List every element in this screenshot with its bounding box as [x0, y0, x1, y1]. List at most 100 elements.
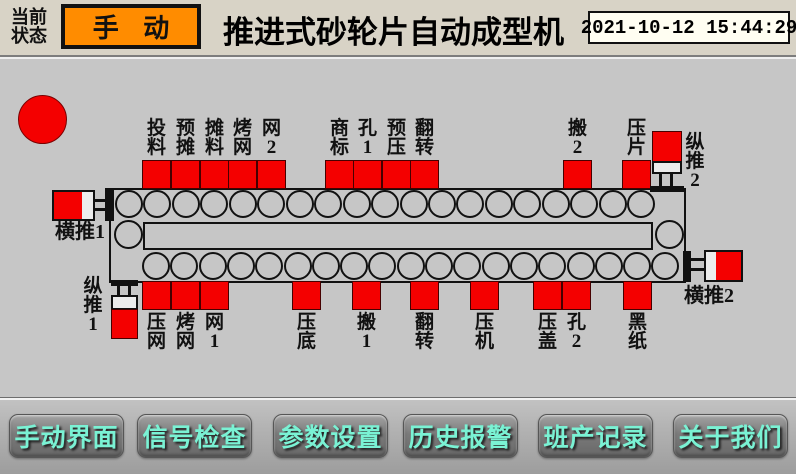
station-block-top-0[interactable] [142, 160, 171, 189]
conveyor-roller [371, 190, 400, 218]
conveyor-roller [541, 190, 570, 218]
station-label-bottom-1: 烤网 [175, 312, 195, 352]
right-vertical-pusher-cylinder [652, 161, 682, 174]
conveyor-roller [170, 252, 199, 280]
station-block-bottom-9[interactable] [623, 281, 652, 310]
nav-button-2[interactable]: 信号检查 [137, 414, 252, 458]
station-label-bottom-6: 压机 [474, 312, 494, 352]
nav-bar [0, 398, 796, 474]
station-label-top-8: 翻转 [414, 118, 434, 158]
right-vertical-pusher-block[interactable] [652, 131, 682, 162]
right-horizontal-pusher-rod [691, 258, 704, 261]
station-block-bottom-6[interactable] [470, 281, 499, 310]
conveyor-center-track [143, 222, 653, 250]
station-block-top-9[interactable] [563, 160, 592, 189]
conveyor-roller [566, 252, 595, 280]
right-horizontal-pusher-mount [683, 251, 691, 282]
station-block-top-5[interactable] [325, 160, 354, 189]
conveyor-roller [425, 252, 453, 280]
station-block-top-7[interactable] [382, 160, 411, 189]
conveyor-roller [143, 190, 172, 218]
station-block-bottom-4[interactable] [352, 281, 381, 310]
conveyor-roller [285, 190, 314, 218]
conveyor-roller [255, 252, 284, 280]
left-horizontal-pusher-label: 横推1 [55, 221, 105, 243]
left-vertical-pusher-mount [111, 280, 138, 286]
station-label-top-5: 商标 [329, 118, 349, 158]
conveyor-roller [513, 190, 542, 218]
station-label-top-3: 烤网 [232, 118, 252, 158]
conveyor-roller [396, 252, 425, 280]
nav-button-6[interactable]: 关于我们 [673, 414, 788, 458]
nav-button-3[interactable]: 参数设置 [273, 414, 388, 458]
page-title: 推进式砂轮片自动成型机 [223, 15, 564, 50]
station-block-bottom-7[interactable] [533, 281, 562, 310]
nav-button-4[interactable]: 历史报警 [403, 414, 518, 458]
station-label-top-1: 预摊 [175, 118, 195, 158]
right-vertical-pusher-mount [650, 186, 684, 192]
station-block-bottom-0[interactable] [142, 281, 171, 310]
station-block-bottom-5[interactable] [410, 281, 439, 310]
station-block-bottom-2[interactable] [200, 281, 229, 310]
conveyor-roller [342, 190, 371, 218]
conveyor-roller [142, 252, 170, 280]
station-block-bottom-1[interactable] [171, 281, 200, 310]
status-indicator-lamp [18, 95, 67, 144]
left-horizontal-pusher-rod [95, 199, 106, 202]
conveyor-roller [623, 252, 652, 280]
left-horizontal-pusher-rod [95, 208, 106, 211]
left-vertical-pusher-block[interactable] [111, 309, 138, 339]
station-label-top-2: 摊料 [204, 118, 224, 158]
right-vertical-pusher-rod [670, 173, 673, 187]
station-label-bottom-7: 压盖 [537, 312, 557, 352]
conveyor-roller [257, 190, 286, 218]
station-block-bottom-8[interactable] [562, 281, 591, 310]
right-turnaround-roller [655, 220, 684, 249]
conveyor-roller [226, 252, 255, 280]
conveyor-roller [598, 190, 627, 218]
nav-button-5[interactable]: 班产记录 [538, 414, 653, 458]
left-vertical-pusher-cylinder [111, 295, 138, 310]
conveyor-roller [340, 252, 369, 280]
station-block-top-2[interactable] [200, 160, 229, 189]
conveyor-roller [481, 252, 510, 280]
conveyor-roller [314, 190, 343, 218]
conveyor-roller [570, 190, 599, 218]
station-block-top-4[interactable] [257, 160, 286, 189]
conveyor-roller [627, 190, 656, 218]
station-block-bottom-3[interactable] [292, 281, 321, 310]
station-block-top-3[interactable] [228, 160, 257, 189]
station-block-top-10[interactable] [622, 160, 651, 189]
conveyor-roller [115, 190, 143, 218]
conveyor-roller [283, 252, 312, 280]
station-block-top-1[interactable] [171, 160, 200, 189]
nav-button-1[interactable]: 手动界面 [9, 414, 124, 458]
right-vertical-pusher-rod [659, 173, 662, 187]
conveyor-roller [427, 190, 456, 218]
station-block-top-8[interactable] [410, 160, 439, 189]
right-horizontal-pusher-cylinder[interactable] [704, 250, 743, 282]
left-horizontal-pusher-cylinder[interactable] [52, 190, 95, 221]
status-caption-line1: 当前 [11, 7, 47, 27]
right-horizontal-pusher-piston [716, 252, 741, 280]
left-vertical-pusher-rod [117, 286, 120, 296]
left-turnaround-roller [114, 220, 143, 249]
right-horizontal-pusher-rod [691, 268, 704, 271]
left-horizontal-pusher-piston [54, 192, 82, 219]
conveyor-roller [456, 190, 485, 218]
status-mode-display[interactable]: 手 动 [61, 4, 201, 49]
conveyor-roller [594, 252, 623, 280]
station-label-bottom-5: 翻转 [414, 312, 434, 352]
station-block-top-6[interactable] [353, 160, 382, 189]
status-caption: 当前 状态 [7, 8, 51, 46]
conveyor-roller [311, 252, 340, 280]
conveyor-roller [198, 252, 227, 280]
station-label-bottom-0: 压网 [146, 312, 166, 352]
